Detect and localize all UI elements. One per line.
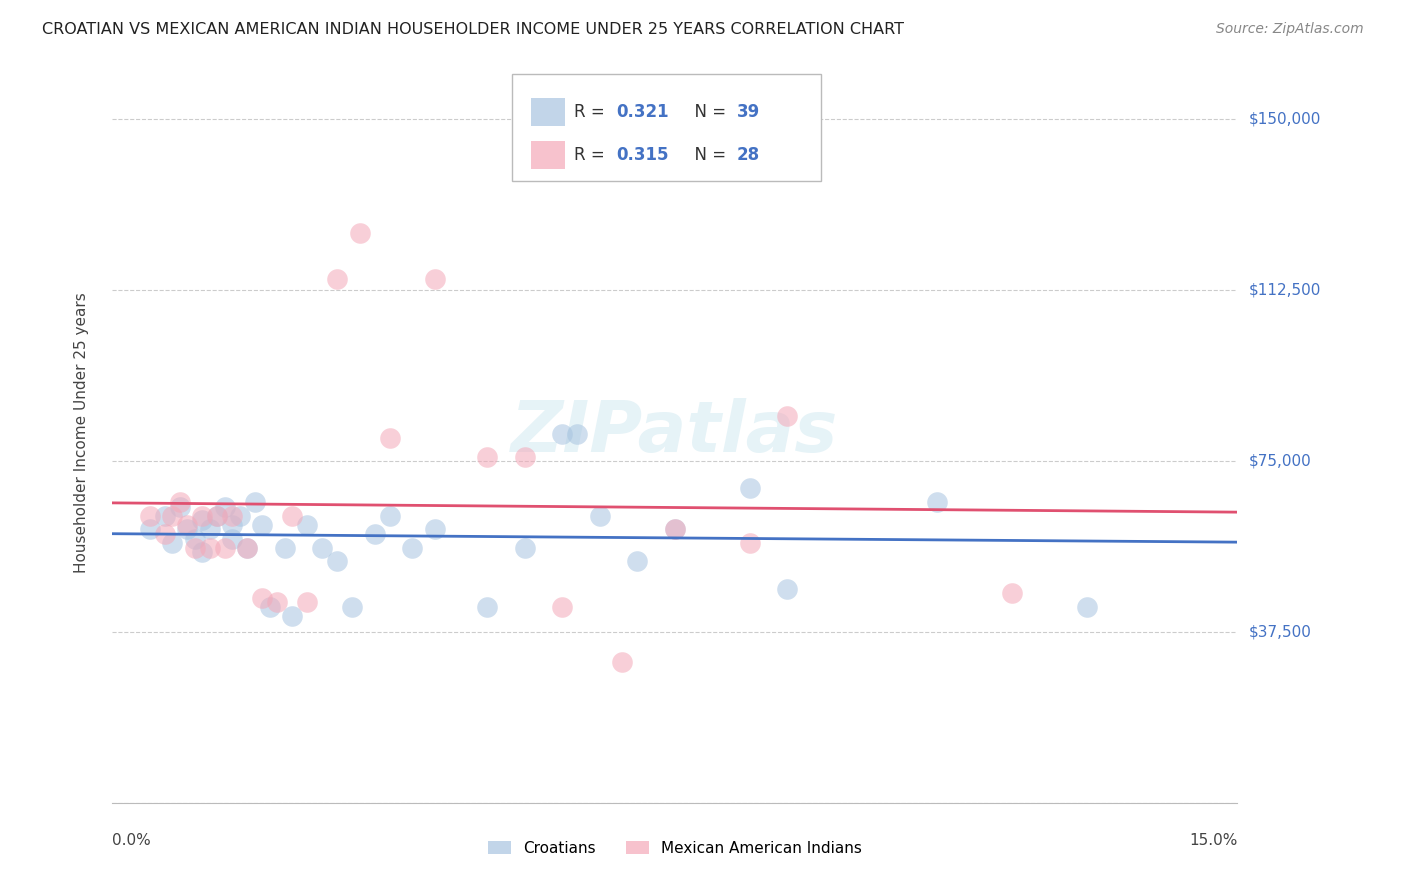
Point	[927, 495, 949, 509]
Point	[198, 541, 221, 555]
Point	[423, 272, 446, 286]
Point	[423, 523, 446, 537]
Point	[297, 517, 319, 532]
Point	[162, 508, 184, 523]
Point	[169, 495, 191, 509]
Point	[589, 508, 612, 523]
Text: 28: 28	[737, 146, 759, 164]
Point	[162, 536, 184, 550]
Text: Source: ZipAtlas.com: Source: ZipAtlas.com	[1216, 22, 1364, 37]
Text: N =: N =	[683, 103, 731, 121]
Text: 0.0%: 0.0%	[112, 833, 152, 848]
Point	[176, 517, 198, 532]
Point	[738, 536, 761, 550]
Point	[236, 541, 259, 555]
Point	[477, 599, 499, 614]
Point	[252, 591, 274, 605]
Point	[513, 450, 536, 464]
Text: 0.315: 0.315	[616, 146, 669, 164]
Text: $112,500: $112,500	[1249, 283, 1320, 298]
Point	[221, 517, 243, 532]
Point	[266, 595, 288, 609]
Point	[1001, 586, 1024, 600]
Point	[274, 541, 297, 555]
Text: R =: R =	[574, 103, 610, 121]
Point	[364, 527, 387, 541]
Point	[214, 541, 236, 555]
Point	[326, 272, 349, 286]
Legend: Croatians, Mexican American Indians: Croatians, Mexican American Indians	[482, 835, 868, 862]
Point	[776, 582, 799, 596]
Point	[176, 523, 198, 537]
Point	[326, 554, 349, 568]
Point	[259, 599, 281, 614]
Point	[349, 227, 371, 241]
FancyBboxPatch shape	[531, 98, 565, 127]
Text: 15.0%: 15.0%	[1189, 833, 1237, 848]
Text: $37,500: $37,500	[1249, 624, 1312, 640]
Point	[153, 527, 176, 541]
Point	[664, 523, 686, 537]
Text: 0.321: 0.321	[616, 103, 669, 121]
Point	[139, 508, 162, 523]
Point	[378, 431, 401, 445]
Point	[243, 495, 266, 509]
Point	[191, 513, 214, 527]
Point	[551, 599, 574, 614]
Point	[551, 426, 574, 441]
Point	[513, 541, 536, 555]
FancyBboxPatch shape	[531, 141, 565, 169]
Point	[198, 523, 221, 537]
Point	[281, 609, 304, 624]
Point	[184, 532, 207, 546]
Text: ZIPatlas: ZIPatlas	[512, 398, 838, 467]
Point	[191, 545, 214, 559]
Text: N =: N =	[683, 146, 731, 164]
Point	[207, 508, 229, 523]
Point	[236, 541, 259, 555]
Point	[738, 482, 761, 496]
Point	[221, 508, 243, 523]
Point	[378, 508, 401, 523]
Point	[664, 523, 686, 537]
Point	[191, 508, 214, 523]
Point	[207, 508, 229, 523]
Point	[477, 450, 499, 464]
Point	[342, 599, 364, 614]
Point	[229, 508, 252, 523]
Text: 39: 39	[737, 103, 761, 121]
Point	[281, 508, 304, 523]
Point	[214, 500, 236, 514]
Text: $75,000: $75,000	[1249, 454, 1312, 468]
Point	[184, 541, 207, 555]
Text: R =: R =	[574, 146, 610, 164]
Point	[169, 500, 191, 514]
Point	[297, 595, 319, 609]
Point	[139, 523, 162, 537]
FancyBboxPatch shape	[512, 73, 821, 181]
Point	[401, 541, 423, 555]
Point	[221, 532, 243, 546]
Point	[1076, 599, 1098, 614]
Point	[776, 409, 799, 423]
Text: $150,000: $150,000	[1249, 112, 1320, 127]
Point	[153, 508, 176, 523]
Text: CROATIAN VS MEXICAN AMERICAN INDIAN HOUSEHOLDER INCOME UNDER 25 YEARS CORRELATIO: CROATIAN VS MEXICAN AMERICAN INDIAN HOUS…	[42, 22, 904, 37]
Point	[252, 517, 274, 532]
Point	[311, 541, 333, 555]
Point	[626, 554, 648, 568]
Point	[567, 426, 589, 441]
Y-axis label: Householder Income Under 25 years: Householder Income Under 25 years	[75, 293, 89, 573]
Point	[612, 655, 634, 669]
